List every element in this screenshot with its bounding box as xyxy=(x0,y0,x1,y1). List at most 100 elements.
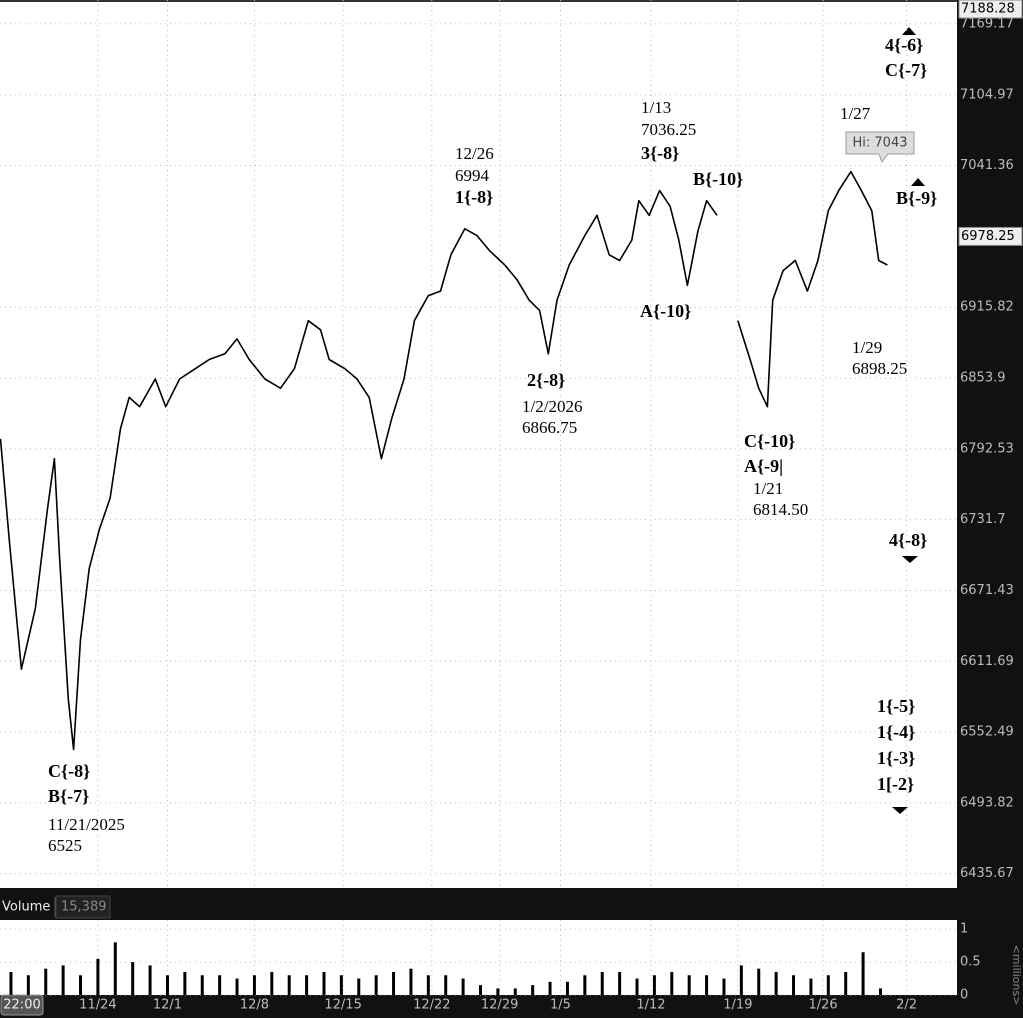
hi-label: Hi: 7043 xyxy=(853,136,908,151)
volume-bar xyxy=(565,981,569,995)
arrow-down xyxy=(902,556,918,563)
volume-bar xyxy=(79,975,83,995)
volume-value-box xyxy=(55,895,111,919)
arrow-down xyxy=(892,807,908,814)
wave-annotation: 1/21 xyxy=(753,479,783,498)
x-tick-label: 12/15 xyxy=(324,998,361,1013)
wave-annotation: 4{-8} xyxy=(889,530,927,550)
volume-bar xyxy=(374,975,378,995)
volume-bar xyxy=(722,978,726,995)
cursor-box xyxy=(0,994,44,1016)
y-tick-label: 6552.49 xyxy=(960,725,1014,740)
wave-annotation: 1{-8} xyxy=(455,187,493,207)
wave-annotation: C{-10} xyxy=(744,431,795,451)
x-tick-label: 1/5 xyxy=(550,998,571,1013)
x-tick-label: 11/24 xyxy=(79,998,116,1013)
y-tick-label: 7169.17 xyxy=(960,16,1014,31)
price-axis-background xyxy=(957,0,1023,1018)
volume-bar xyxy=(9,971,13,995)
volume-bar xyxy=(44,968,48,995)
x-tick-label: 1/12 xyxy=(636,998,665,1013)
wave-annotation: 1/2/2026 xyxy=(522,397,582,416)
volume-bar xyxy=(461,978,465,995)
top-price-label: 7188.28 xyxy=(961,2,1015,17)
volume-bar xyxy=(148,965,152,995)
volume-bar xyxy=(739,965,743,995)
wave-annotation: 3{-8} xyxy=(641,143,679,163)
wave-annotation: 1/29 xyxy=(852,338,882,357)
price-line xyxy=(0,170,888,751)
volume-bar xyxy=(878,988,882,995)
volume-bar xyxy=(131,962,135,995)
volume-bar xyxy=(218,975,222,995)
volume-header xyxy=(0,888,957,920)
volume-bar xyxy=(305,975,309,995)
volume-bar xyxy=(392,971,396,995)
wave-annotation: 6898.25 xyxy=(852,359,907,378)
volume-bar xyxy=(618,971,622,995)
volume-bar xyxy=(513,988,517,995)
y-tick-label: 6435.67 xyxy=(960,866,1014,881)
volume-bar xyxy=(705,975,709,995)
x-tick-label: 1/26 xyxy=(808,998,837,1013)
volume-bar xyxy=(61,965,65,995)
cursor-label: 22:00 xyxy=(3,998,40,1013)
wave-annotation: A{-10} xyxy=(640,301,691,321)
arrow-up xyxy=(911,178,925,186)
volume-last-value: 15,389 xyxy=(61,900,107,915)
top-price-box xyxy=(958,0,1023,19)
wave-annotation: 6994 xyxy=(455,166,490,185)
time-axis-background xyxy=(0,995,1023,1018)
volume-bar xyxy=(339,975,343,995)
arrow-up xyxy=(902,27,916,35)
wave-annotation: 1{-4} xyxy=(877,722,915,742)
volume-bar xyxy=(357,978,361,995)
y-tick-label: 7041.36 xyxy=(960,158,1014,173)
volume-bar xyxy=(252,975,256,995)
volume-bar xyxy=(26,975,30,995)
wave-annotation: C{-8} xyxy=(48,761,90,781)
wave-annotation: 1{-3} xyxy=(877,748,915,768)
volume-unit: <millions> xyxy=(1010,945,1023,1006)
y-tick-label: 6853.9 xyxy=(960,371,1006,386)
x-tick-label: 1/19 xyxy=(723,998,752,1013)
volume-bar xyxy=(287,975,291,995)
x-tick-label: 12/8 xyxy=(240,998,269,1013)
volume-bar xyxy=(200,975,204,995)
current-price-label: 6978.25 xyxy=(961,229,1015,244)
top-border xyxy=(0,0,957,2)
volume-bar xyxy=(426,975,430,995)
volume-bar xyxy=(478,985,482,995)
volume-bar xyxy=(635,978,639,995)
y-tick-label: 0 xyxy=(960,988,968,1003)
y-tick-label: 6731.7 xyxy=(960,512,1006,527)
volume-bar xyxy=(861,952,865,995)
volume-bar xyxy=(322,971,326,995)
volume-bar xyxy=(600,971,604,995)
volume-bar xyxy=(496,988,500,995)
y-tick-label: 6671.43 xyxy=(960,583,1014,598)
volume-bar xyxy=(757,968,761,995)
wave-annotation: 6525 xyxy=(48,836,82,855)
volume-bar xyxy=(235,978,239,995)
current-price-box xyxy=(958,226,1023,246)
wave-annotation: C{-7} xyxy=(885,60,927,80)
y-tick-label: 6611.69 xyxy=(960,654,1014,669)
wave-annotation: 7036.25 xyxy=(641,120,696,139)
volume-bar xyxy=(583,975,587,995)
volume-bar xyxy=(409,968,413,995)
volume-bar xyxy=(670,971,674,995)
wave-annotation: 12/26 xyxy=(455,144,494,163)
volume-bar xyxy=(548,981,552,995)
wave-annotation: A{-9| xyxy=(744,456,783,476)
volume-background xyxy=(0,920,957,995)
hi-bubble xyxy=(845,131,915,164)
volume-bar xyxy=(809,978,813,995)
volume-bar xyxy=(444,975,448,995)
x-tick-label: 2/2 xyxy=(896,998,917,1013)
y-tick-label: 0.5 xyxy=(960,955,981,970)
wave-annotation: 2{-8} xyxy=(527,370,565,390)
y-tick-label: 1 xyxy=(960,922,968,937)
